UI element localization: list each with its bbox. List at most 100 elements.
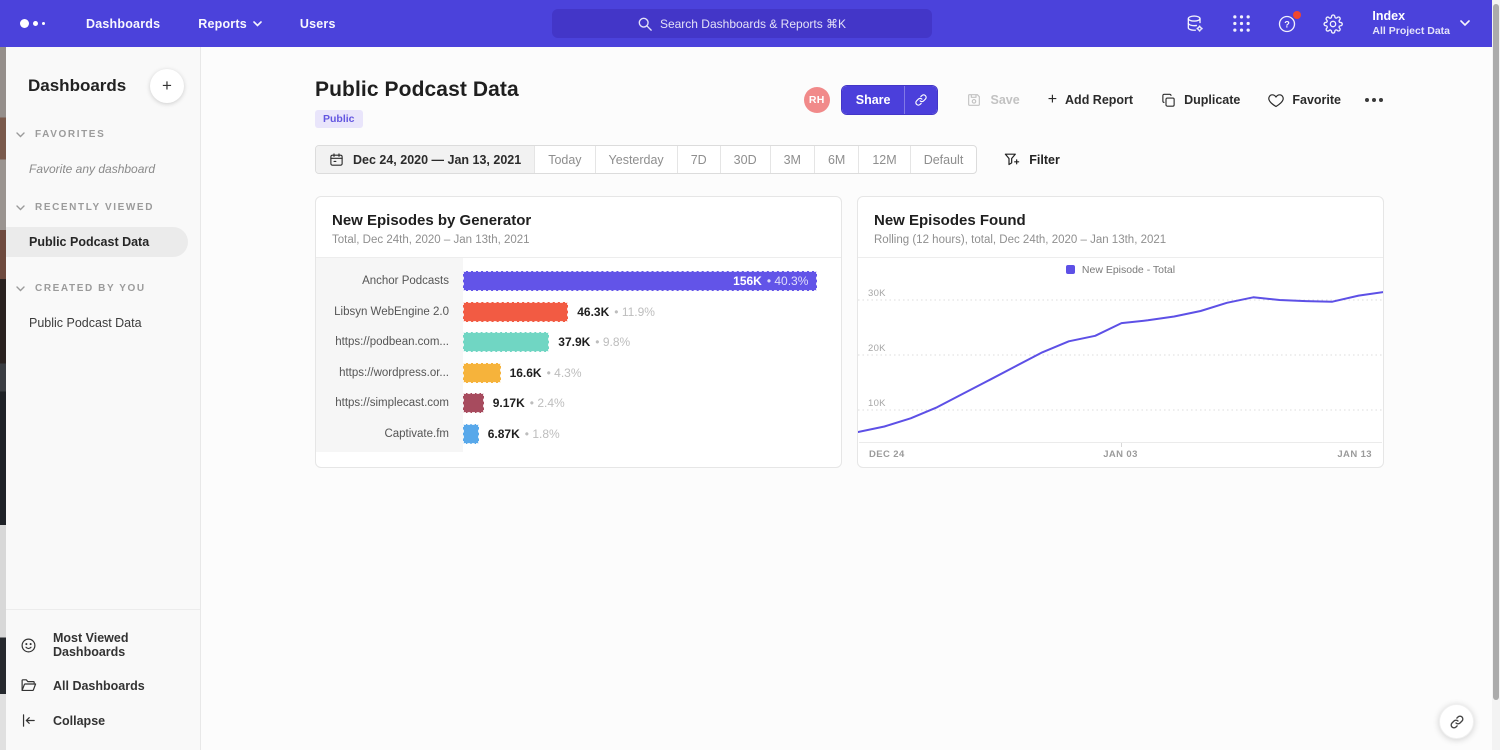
sidebar-footer: Most Viewed Dashboards All Dashboards Co… [6,609,200,750]
scrollbar-thumb[interactable] [1493,4,1499,700]
bar-category-label: Captivate.fm [316,428,463,440]
bar-row: https://simplecast.com 9.17K• 2.4% [316,388,841,419]
x-tick-jan03: JAN 03 [1103,449,1138,460]
bar-category-label: Libsyn WebEngine 2.0 [316,306,463,318]
avatar[interactable]: RH [804,87,830,113]
page-actions: RH Share Save + Add Report Duplicate [804,85,1385,115]
bar-category-label: https://simplecast.com [316,397,463,409]
share-link-button[interactable] [904,86,937,114]
section-recently-viewed: RECENTLY VIEWED Public Podcast Data [6,202,200,257]
collapse-sidebar-button[interactable]: Collapse [6,703,200,738]
nav-item-dashboards[interactable]: Dashboards [86,17,160,31]
share-button[interactable]: Share [842,86,905,114]
bar-value-label: 16.6K• 4.3% [510,366,582,380]
x-tick-jan13: JAN 13 [1337,449,1372,460]
preset-6m[interactable]: 6M [815,146,859,173]
sidebar-item-public-podcast-data-created[interactable]: Public Podcast Data [6,308,188,338]
preset-3m[interactable]: 3M [771,146,815,173]
x-axis: DEC 24 JAN 03 JAN 13 [859,442,1382,462]
card-title: New Episodes by Generator [332,212,825,229]
more-actions-button[interactable] [1363,92,1385,108]
bar[interactable] [463,424,479,444]
folder-icon [20,677,37,694]
page-scrollbar[interactable] [1492,0,1500,750]
section-favorites: FAVORITES Favorite any dashboard [6,129,200,176]
apps-grid-icon[interactable] [1230,13,1252,35]
bar-category-label: https://podbean.com... [316,336,463,348]
bar[interactable] [463,332,549,352]
bar-category-label: Anchor Podcasts [316,275,463,287]
page-header: Public Podcast Data Public RH Share Save… [315,78,1385,128]
main-content: Public Podcast Data Public RH Share Save… [201,47,1492,750]
chart-legend: New Episode - Total [858,258,1383,281]
preset-default[interactable]: Default [911,146,977,173]
preset-30d[interactable]: 30D [721,146,771,173]
copy-link-fab[interactable] [1439,704,1474,739]
nav-item-users[interactable]: Users [300,17,336,31]
heart-icon [1268,93,1284,108]
bar-row: https://wordpress.or...16.6K• 4.3% [316,358,841,389]
top-nav: Dashboards Reports Users Search Dashboar… [0,0,1492,47]
bar-track: 46.3K• 11.9% [463,297,841,328]
favorite-button[interactable]: Favorite [1268,87,1341,114]
add-report-button[interactable]: + Add Report [1048,85,1133,115]
date-presets: TodayYesterday7D30D3M6M12MDefault [535,146,976,173]
legend-swatch [1066,265,1075,274]
chevron-down-icon [16,286,25,292]
y-tick-30k: 30K [868,288,886,299]
preset-today[interactable]: Today [535,146,595,173]
search-input[interactable]: Search Dashboards & Reports ⌘K [552,9,932,38]
bar-track: 16.6K• 4.3% [463,358,841,389]
y-tick-20k: 20K [868,343,886,354]
bar-row: https://podbean.com... 37.9K• 9.8% [316,327,841,358]
section-recently-viewed-header[interactable]: RECENTLY VIEWED [6,202,200,213]
preset-12m[interactable]: 12M [859,146,910,173]
save-button[interactable]: Save [966,86,1019,114]
card-subtitle: Rolling (12 hours), total, Dec 24th, 202… [874,234,1367,246]
date-range-button[interactable]: Dec 24, 2020 — Jan 13, 2021 [316,146,535,173]
preset-7d[interactable]: 7D [678,146,721,173]
project-switcher[interactable]: Index All Project Data [1372,9,1470,38]
filter-icon [1004,152,1020,167]
card-title: New Episodes Found [874,212,1367,229]
bar-value-label: 46.3K• 11.9% [577,305,655,319]
chevron-down-icon [16,205,25,211]
section-favorites-header[interactable]: FAVORITES [6,129,200,140]
bar-value-label: 37.9K• 9.8% [558,335,630,349]
legend-label: New Episode - Total [1082,264,1175,276]
visibility-badge: Public [315,110,363,128]
bar[interactable] [463,302,568,322]
bar[interactable]: 156K• 40.3% [463,271,817,291]
preset-yesterday[interactable]: Yesterday [596,146,678,173]
nav-item-reports[interactable]: Reports [198,17,262,31]
duplicate-icon [1161,93,1176,108]
line-chart[interactable]: 30K 20K 10K [858,281,1383,442]
bar[interactable] [463,363,501,383]
line-chart-svg [858,281,1384,442]
all-dashboards-button[interactable]: All Dashboards [6,668,200,703]
section-created-by-you: CREATED BY YOU Public Podcast Data [6,283,200,338]
save-icon [966,92,982,108]
nav-utilities: ? Index All Project Data [1184,0,1470,47]
calendar-icon [329,152,344,167]
help-icon[interactable]: ? [1276,13,1298,35]
date-toolbar: Dec 24, 2020 — Jan 13, 2021 TodayYesterd… [315,145,1385,174]
collapse-icon [20,712,37,729]
chevron-down-icon [1460,20,1470,27]
most-viewed-dashboards-button[interactable]: Most Viewed Dashboards [6,622,200,668]
duplicate-button[interactable]: Duplicate [1161,87,1240,114]
svg-text:?: ? [1285,19,1291,29]
y-tick-10k: 10K [868,398,886,409]
project-name: Index [1372,9,1450,25]
bar[interactable] [463,393,484,413]
project-scope: All Project Data [1372,25,1450,38]
sidebar-item-public-podcast-data[interactable]: Public Podcast Data [6,227,188,257]
settings-icon[interactable] [1322,13,1344,35]
filter-button[interactable]: Filter [1004,152,1060,167]
add-dashboard-button[interactable]: + [150,69,184,103]
bar-value-label: 9.17K• 2.4% [493,396,565,410]
data-sources-icon[interactable] [1184,13,1206,35]
bar-value-label: 156K• 40.3% [733,274,816,288]
app-logo[interactable] [20,19,54,28]
section-created-by-you-header[interactable]: CREATED BY YOU [6,283,200,294]
